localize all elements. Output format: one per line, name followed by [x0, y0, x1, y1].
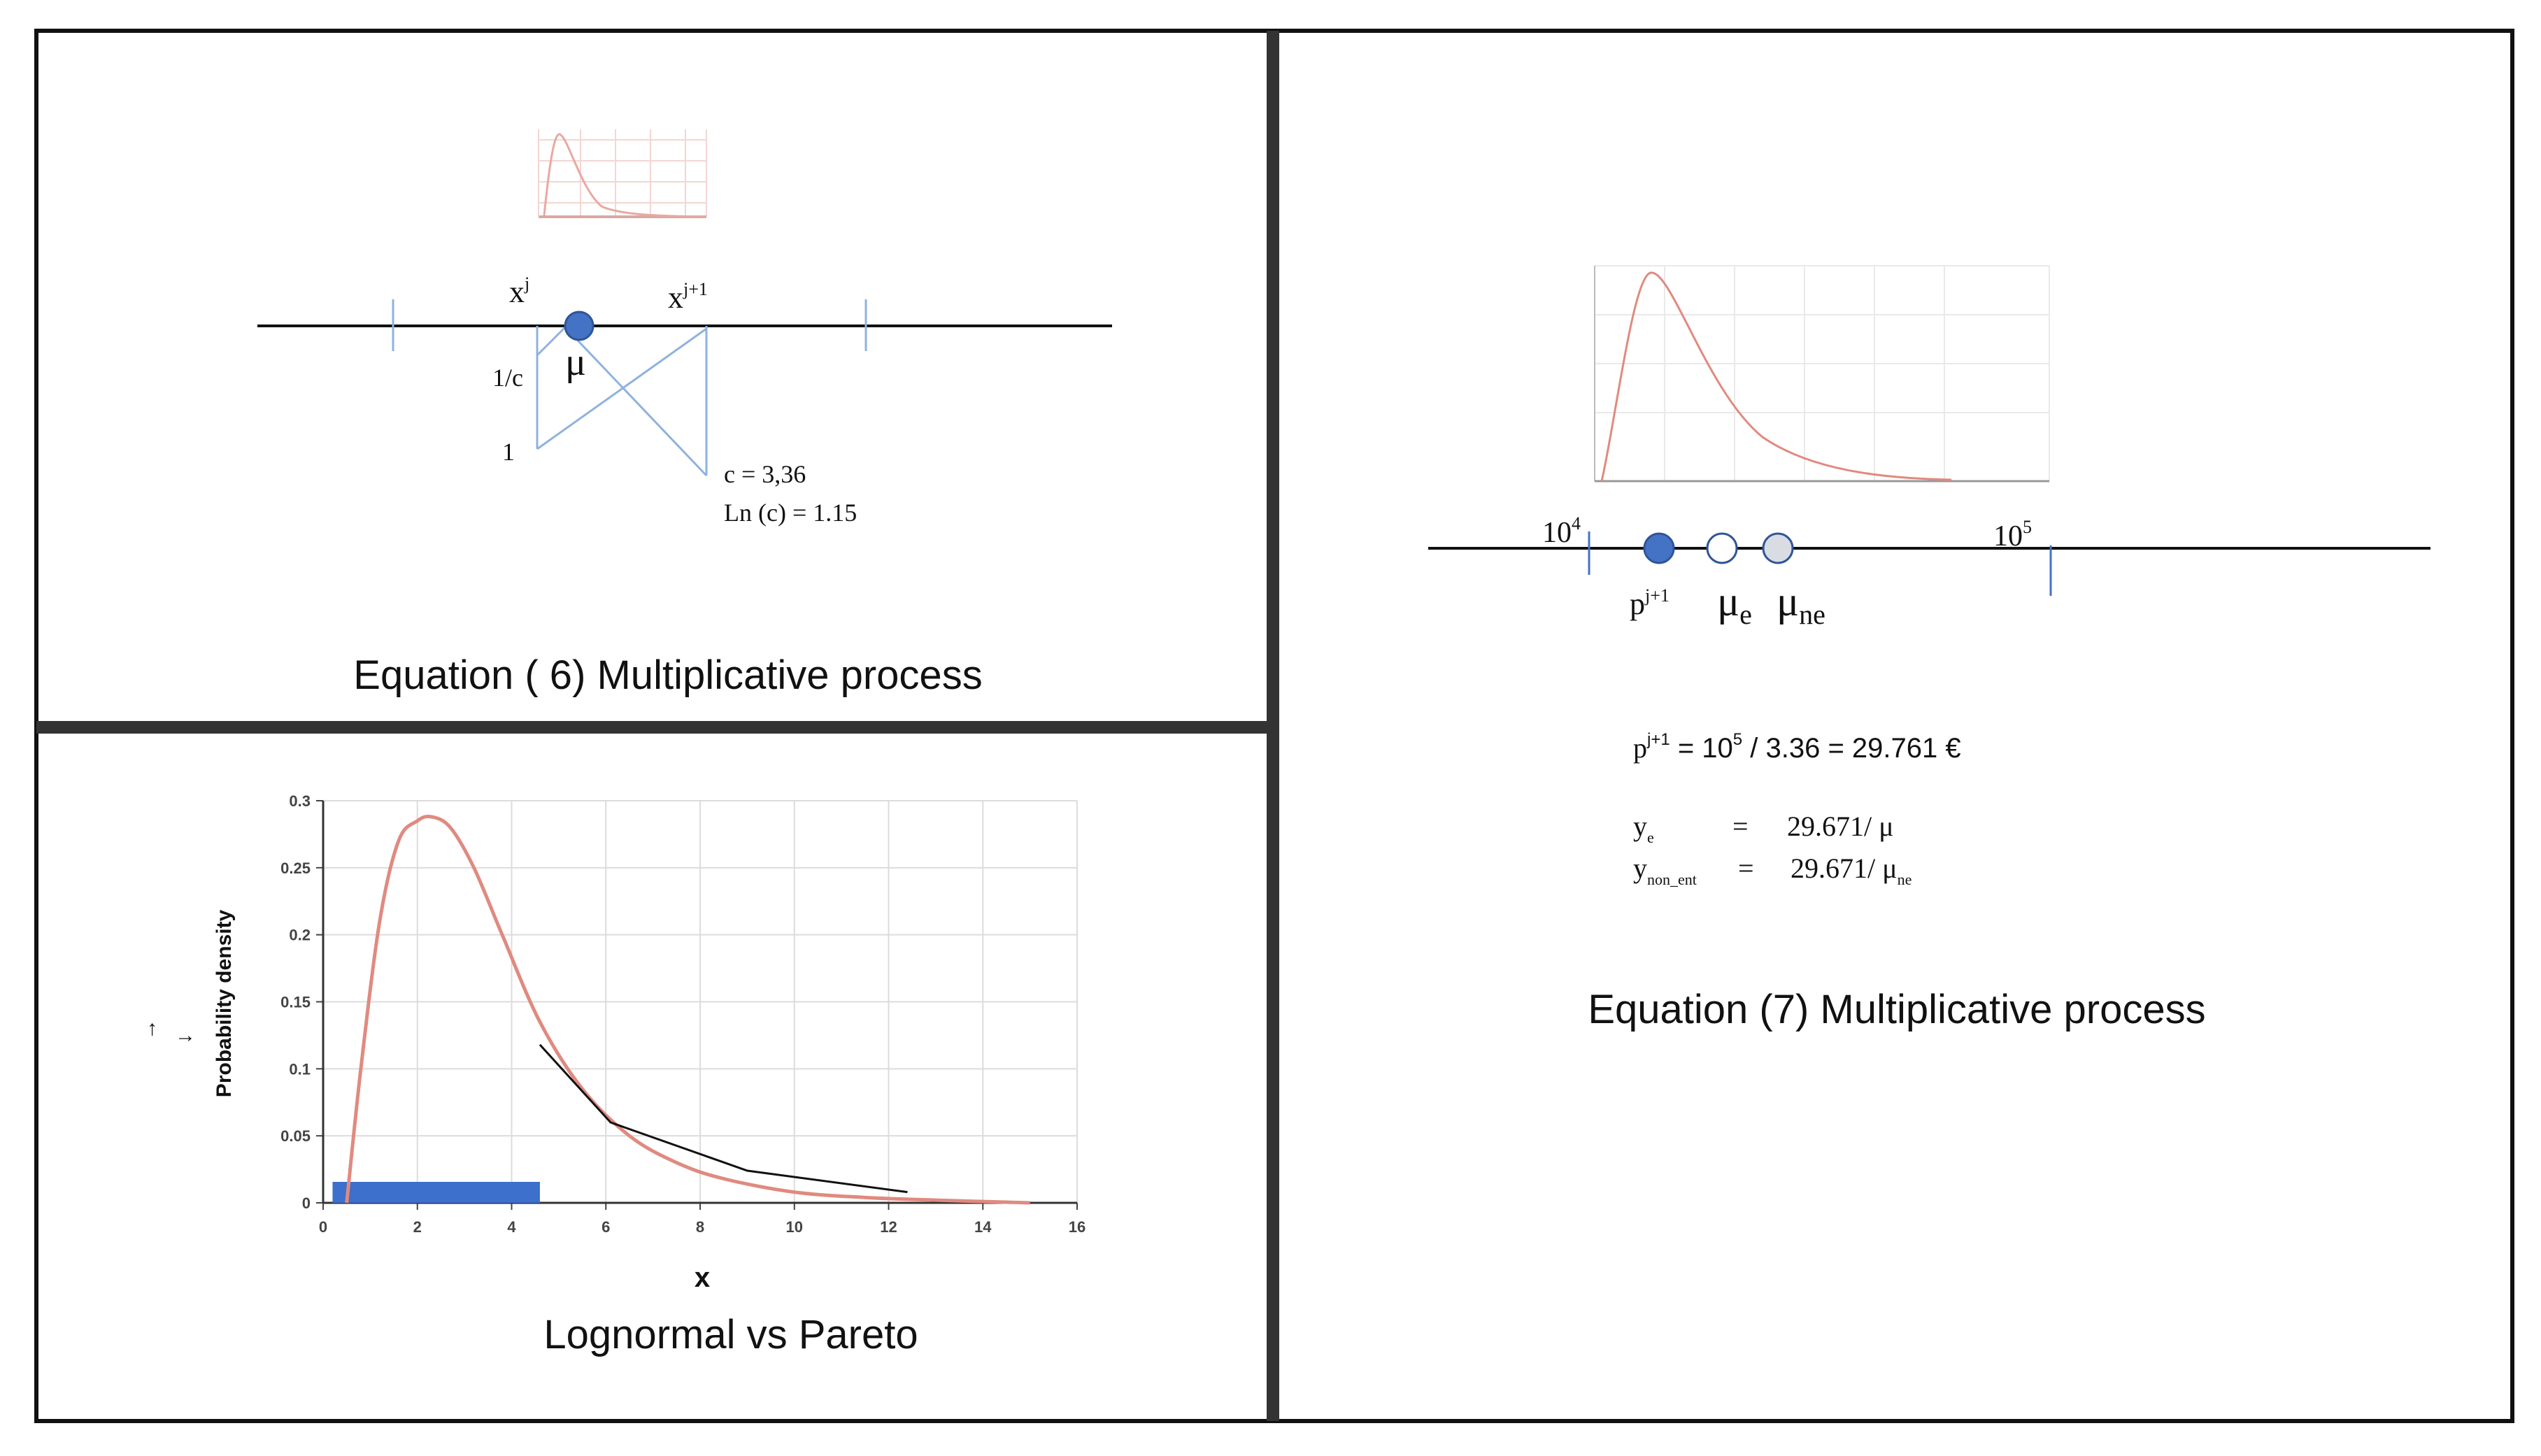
x-tick-label: 6: [602, 1218, 610, 1236]
x-tick-label: 2: [413, 1218, 422, 1236]
eq7-density-sketch: [1594, 265, 2050, 483]
y-tick-labels: 0 0.05 0.1 0.15 0.2 0.25 0.3: [280, 792, 311, 1212]
caption-lognormal: Lognormal vs Pareto: [543, 1312, 918, 1357]
x-tick-label: 0: [319, 1218, 327, 1236]
label-xj1: xj+1: [668, 279, 708, 315]
y-tick-label: 0.1: [289, 1060, 311, 1078]
caption-eq7: Equation (7) Multiplicative process: [1588, 987, 2205, 1032]
side-marker-up: ↑: [147, 1017, 157, 1040]
axis-label-1e4: 104: [1542, 513, 1581, 549]
plot-axes: [316, 800, 1078, 1210]
svg-text:29.671/ μ: 29.671/ μ: [1787, 811, 1894, 842]
y-tick-label: 0: [302, 1194, 311, 1212]
y-tick-label: 0.05: [280, 1127, 311, 1145]
range-bar: [332, 1182, 540, 1203]
mini-chart-thumbnail: [538, 129, 707, 218]
plot-series: [332, 814, 1030, 1205]
side-marker-right: →: [175, 1024, 196, 1047]
y-tick-label: 0.25: [280, 859, 311, 877]
caption-eq6: Equation ( 6) Multiplicative process: [353, 652, 982, 698]
x-tick-label: 14: [974, 1218, 992, 1236]
eq6-guide-lines: [536, 324, 708, 477]
label-mu: μ: [565, 341, 586, 384]
label-mu-e: μe: [1717, 578, 1752, 630]
mu-ne-dot: [1762, 532, 1794, 564]
label-xj: xj: [509, 273, 529, 309]
x-tick-label: 4: [507, 1218, 516, 1236]
y-axis-label: Probability density: [213, 909, 236, 1097]
y-tick-label: 0.2: [289, 927, 311, 944]
label-one: 1: [502, 438, 515, 466]
x-tick-label: 12: [880, 1218, 897, 1236]
label-lnc: Ln (c) = 1.15: [724, 499, 857, 527]
x-tick-label: 16: [1069, 1218, 1086, 1236]
p-dot: [1643, 532, 1675, 564]
lognormal-curve: [345, 814, 1030, 1205]
pareto-line: [539, 1043, 908, 1194]
panel-eq7: 104 105 pj+1 μe μne pj+1 = 105 / 3.36 = …: [1428, 265, 2430, 1032]
equation-p: pj+1 = 105 / 3.36 = 29.761 €: [1633, 730, 1961, 764]
equation-ynonent: ynon_ent = 29.671/ μne: [1633, 852, 1912, 888]
panel-lognormal: 0 2 4 6 8 10 12 14 16 0 0.05 0.1 0.15 0.2 0.25 0.3 Pro…: [147, 792, 1086, 1357]
x-tick-label: 8: [696, 1218, 704, 1236]
label-c: c = 3,36: [724, 460, 806, 488]
x-axis-label: x: [695, 1262, 710, 1293]
y-tick-label: 0.15: [280, 994, 311, 1011]
svg-text:ye: ye: [1633, 811, 1654, 846]
lognormal-plot: 0 2 4 6 8 10 12 14 16 0 0.05 0.1 0.15 0.2 0.25 0.3: [280, 792, 1086, 1236]
plot-grid: [322, 800, 1078, 1204]
label-inv-c: 1/c: [492, 364, 523, 392]
mu-e-dot: [1706, 532, 1738, 564]
equation-ye: ye = 29.671/ μ: [1633, 811, 1894, 846]
svg-text:ynon_ent: ynon_ent: [1633, 852, 1697, 888]
mu-dot: [564, 311, 595, 341]
panel-eq6: xj xj+1 μ 1/c 1 c = 3,36 Ln (c) = 1.15 E…: [257, 129, 1112, 698]
label-pj1: pj+1: [1630, 585, 1670, 621]
axis-label-1e5: 105: [1993, 517, 2032, 552]
svg-text:29.671/ μne: 29.671/ μne: [1791, 852, 1912, 888]
label-mu-ne: μne: [1777, 578, 1825, 630]
x-tick-labels: 0 2 4 6 8 10 12 14 16: [319, 1218, 1086, 1236]
y-tick-label: 0.3: [289, 792, 311, 810]
x-tick-label: 10: [786, 1218, 803, 1236]
svg-text:=: =: [1738, 852, 1754, 884]
svg-text:=: =: [1732, 811, 1749, 842]
